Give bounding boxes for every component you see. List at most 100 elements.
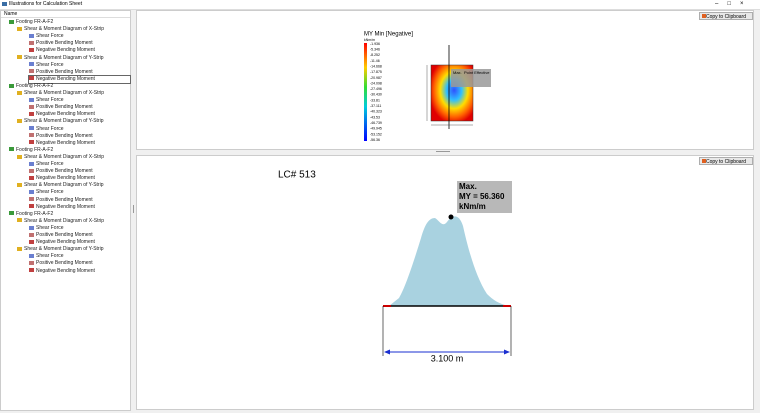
legend-value: -46.739: [370, 121, 382, 125]
tree-icon: [9, 147, 14, 152]
tree-icon: [17, 26, 22, 31]
tree-label: Shear Force: [36, 224, 64, 231]
tree-icon: [29, 126, 34, 131]
tree-item[interactable]: Positive Bending Moment: [29, 260, 93, 267]
tree-item[interactable]: Negative Bending Moment: [28, 74, 131, 84]
tree-header: Name: [1, 11, 130, 18]
tree-item[interactable]: Footing FR-A-F2: [9, 147, 53, 154]
max-label: kNm/m: [459, 202, 486, 211]
tree-item[interactable]: Negative Bending Moment: [29, 175, 95, 182]
tree-label: Shear Force: [36, 97, 64, 104]
tree-item[interactable]: Positive Bending Moment: [29, 104, 93, 111]
tree-item[interactable]: Positive Bending Moment: [29, 197, 93, 204]
tree-icon: [29, 133, 34, 138]
tree-label: Positive Bending Moment: [36, 196, 93, 203]
tree-icon: [29, 190, 34, 195]
splitter[interactable]: [436, 151, 450, 152]
tree-item[interactable]: Shear Force: [29, 97, 64, 104]
tree-label: Shear & Moment Diagram of X-Strip: [24, 153, 105, 160]
moment-area: [389, 216, 509, 306]
tree-item[interactable]: Shear & Moment Diagram of X-Strip: [17, 218, 104, 225]
tree-icon: [17, 246, 22, 251]
tree-item[interactable]: Shear & Moment Diagram of Y-Strip: [17, 182, 103, 189]
tree-item[interactable]: Shear & Moment Diagram of Y-Strip: [17, 55, 103, 62]
dimension-label: 3.100 m: [431, 353, 464, 363]
tree-item[interactable]: Footing FR-A-F2: [9, 19, 53, 26]
tree-item[interactable]: Shear Force: [29, 62, 64, 69]
legend-value: -40.323: [370, 110, 382, 114]
tree-item[interactable]: Footing FR-A-F2: [9, 83, 53, 90]
tree-label: Shear Force: [36, 33, 64, 40]
tree-item[interactable]: Shear & Moment Diagram of Y-Strip: [17, 118, 103, 125]
tree-label: Negative Bending Moment: [36, 47, 95, 54]
tree-icon: [29, 225, 34, 230]
tree-item[interactable]: Shear Force: [29, 225, 64, 232]
tree-icon: [29, 197, 34, 202]
tree-item[interactable]: Positive Bending Moment: [29, 69, 93, 76]
plan-view: MY Min [Negative] kNm/m Max. Point Effec…: [364, 32, 491, 142]
tree-label: Shear Force: [36, 189, 64, 196]
tree-icon: [29, 97, 34, 102]
tree-label: Positive Bending Moment: [36, 232, 93, 238]
tree-item[interactable]: Negative Bending Moment: [29, 268, 95, 275]
tree-icon: [9, 83, 14, 88]
legend-value: -8.252: [370, 53, 380, 57]
tree-item[interactable]: Negative Bending Moment: [29, 111, 95, 118]
tree-item[interactable]: Positive Bending Moment: [29, 232, 93, 239]
tree-item[interactable]: Positive Bending Moment: [29, 133, 93, 140]
tree-item[interactable]: Shear Force: [29, 253, 64, 260]
tree-icon: [29, 253, 34, 258]
tree-label: Positive Bending Moment: [36, 40, 93, 47]
tree-icon: [29, 168, 34, 173]
tree-label: Negative Bending Moment: [36, 203, 95, 210]
tree-item[interactable]: Negative Bending Moment: [29, 204, 95, 211]
max-point: [448, 214, 454, 220]
tree-icon: [29, 111, 34, 116]
tree-label: Footing FR-A-F2: [16, 146, 54, 153]
tree-label: Negative Bending Moment: [36, 267, 95, 274]
tree-icon: [17, 182, 22, 187]
tree-label: Positive Bending Moment: [36, 104, 93, 111]
tree-label: Footing FR-A-F2: [16, 19, 54, 25]
legend-value: -37.111: [370, 104, 381, 108]
tree-item[interactable]: Shear Force: [29, 161, 64, 168]
tree-item[interactable]: Shear & Moment Diagram of Y-Strip: [17, 246, 103, 253]
color-bar: [364, 43, 367, 141]
tree-item[interactable]: Shear Force: [29, 189, 64, 196]
copy-button[interactable]: Copy to Clipboard: [699, 12, 753, 20]
button-label: Copy to Clipboard: [705, 159, 747, 165]
tree-icon: [29, 232, 34, 237]
tree-label: Shear & Moment Diagram of X-Strip: [24, 90, 105, 96]
tree-item[interactable]: Shear & Moment Diagram of X-Strip: [17, 154, 104, 161]
copy-button[interactable]: Copy to Clipboard: [699, 157, 753, 165]
tree-label: Shear & Moment Diagram of Y-Strip: [24, 182, 104, 189]
splitter[interactable]: [133, 205, 134, 213]
tree-icon: [29, 48, 34, 53]
legend-value: -53.152: [370, 132, 382, 136]
legend-value: -27.496: [370, 87, 382, 91]
tree-label: Footing FR-A-F2: [16, 82, 54, 89]
tree-label: Negative Bending Moment: [36, 139, 95, 146]
tree-item[interactable]: Negative Bending Moment: [29, 47, 95, 54]
tree-item[interactable]: Shear & Moment Diagram of X-Strip: [17, 26, 104, 33]
legend-value: -56.36: [370, 138, 380, 142]
legend-value: -33.81: [370, 98, 380, 102]
tree-icon: [29, 261, 34, 266]
tree-item[interactable]: Shear Force: [29, 33, 64, 40]
tree-item[interactable]: Shear & Moment Diagram of X-Strip: [17, 90, 104, 97]
tree-item[interactable]: Positive Bending Moment: [29, 168, 93, 175]
legend-title: MY Min [Negative]: [364, 32, 413, 38]
window-controls[interactable]: –□×: [715, 1, 753, 7]
tree-item[interactable]: Negative Bending Moment: [29, 239, 95, 246]
window-title: Illustrations for Calculation Sheet: [9, 1, 83, 7]
tree-label: Shear & Moment Diagram of X-Strip: [24, 217, 105, 224]
tree-label: Shear & Moment Diagram of Y-Strip: [24, 118, 104, 125]
tree-item[interactable]: Positive Bending Moment: [29, 40, 93, 47]
tree-item[interactable]: Negative Bending Moment: [29, 140, 95, 147]
tree-item[interactable]: Shear Force: [29, 126, 64, 133]
legend-value: -20.987: [370, 76, 382, 80]
tree-icon: [29, 204, 34, 209]
tree-icon: [17, 119, 22, 124]
tree-item[interactable]: Footing FR-A-F2: [9, 211, 53, 218]
